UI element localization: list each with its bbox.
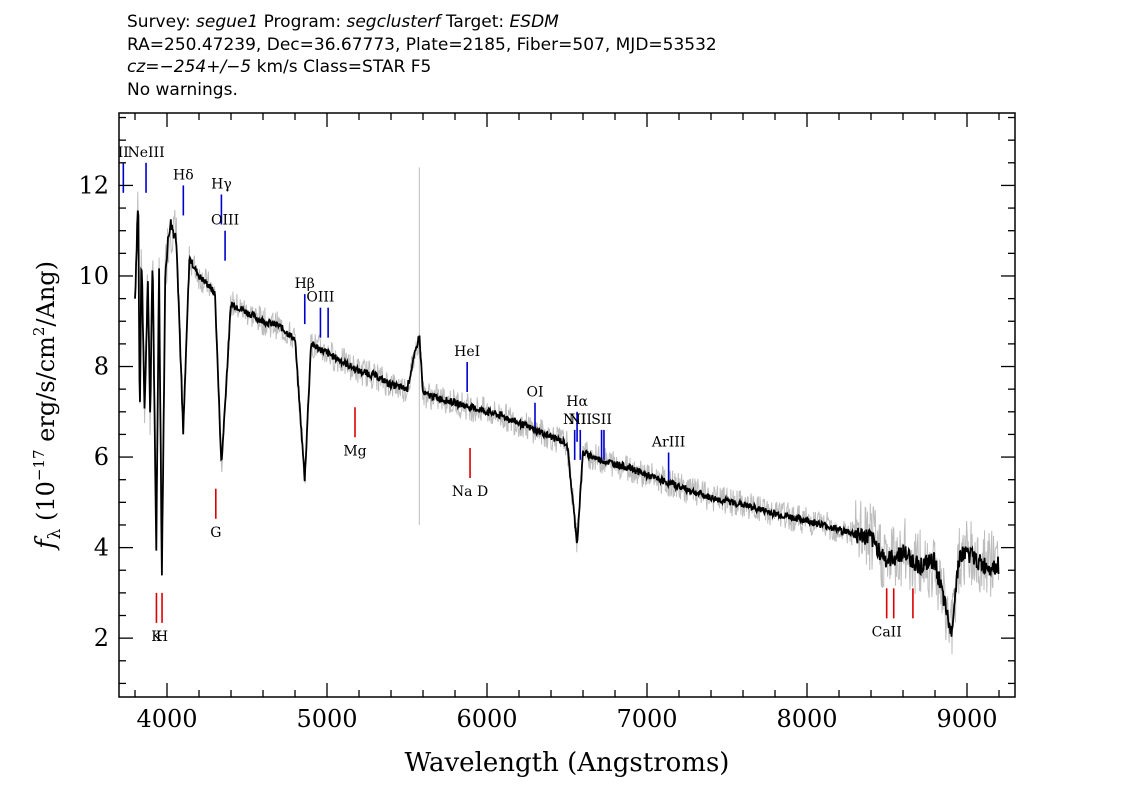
line-label-19: Mg: [343, 443, 366, 459]
line-label-9: OI: [526, 385, 543, 401]
x-tick-label-4000: 4000: [136, 705, 197, 733]
line-label-17: H: [156, 629, 168, 645]
line-label-2: Hδ: [173, 167, 194, 183]
cz-value: −254+/−5: [159, 57, 252, 77]
x-axis-label: Wavelength (Angstroms): [405, 748, 730, 778]
x-tick-label-7000: 7000: [616, 705, 677, 733]
header-line-warnings: No warnings.: [127, 79, 238, 100]
x-tick-label-6000: 6000: [456, 705, 517, 733]
line-label-13: SII: [591, 412, 612, 428]
header-line-redshift: cz=−254+/−5 km/s Class=STAR F5: [127, 56, 717, 79]
y-tick-label-2: 2: [94, 624, 109, 652]
line-label-11: Hα: [566, 394, 588, 410]
x-tick-label-8000: 8000: [776, 705, 837, 733]
header-line-coordinates: RA=250.47239, Dec=36.67773, Plate=2185, …: [127, 34, 717, 55]
line-label-5: Hβ: [295, 276, 315, 292]
line-label-18: G: [210, 525, 221, 541]
line-label-20: Na D: [452, 484, 488, 500]
axis-ticks: [119, 113, 1015, 697]
line-label-6: OIII: [306, 290, 334, 306]
class-text: Class=STAR F5: [303, 57, 432, 77]
tick-labels: 4000 5000 6000 7000 8000 9000 2 4 6 8 10 12: [78, 171, 997, 733]
x-tick-label-5000: 5000: [296, 705, 357, 733]
program-label: Program:: [263, 12, 342, 32]
line-label-21: CaII: [872, 624, 902, 640]
survey-value: segue1: [196, 12, 259, 32]
y-tick-label-6: 6: [94, 443, 109, 471]
cz-label: cz=: [127, 57, 160, 77]
line-label-1: NeIII: [127, 145, 164, 161]
y-tick-label-12: 12: [78, 171, 109, 199]
spectrum-layer: [134, 210, 1000, 637]
x-tick-label-9000: 9000: [936, 705, 997, 733]
target-value: ESDM: [509, 12, 559, 32]
noise-layer: [134, 167, 999, 655]
line-label-15: ArIII: [651, 435, 685, 451]
spectrum-series: [134, 210, 1000, 637]
line-label-10: NII: [563, 412, 586, 428]
plot-frame: [118, 112, 1016, 698]
line-label-0: II: [118, 145, 129, 161]
spectrum-header: Survey: segue1 Program: segclusterf Targ…: [127, 11, 717, 101]
target-label: Target:: [445, 12, 505, 32]
survey-label: Survey:: [127, 12, 191, 32]
program-value: segclusterf: [346, 12, 441, 32]
line-label-8: HeI: [454, 344, 480, 360]
y-axis-label: fλ (10−17 erg/s/cm2/Ang): [30, 261, 65, 551]
y-tick-label-8: 8: [94, 353, 109, 381]
y-tick-label-10: 10: [78, 262, 109, 290]
header-line-survey: Survey: segue1 Program: segclusterf Targ…: [127, 11, 717, 34]
y-tick-label-4: 4: [94, 534, 109, 562]
line-label-4: OIII: [211, 213, 239, 229]
line-label-12: NII: [569, 412, 592, 428]
line-label-3: Hγ: [211, 176, 232, 192]
line-label-16: K: [151, 629, 162, 645]
cz-unit: km/s: [256, 57, 298, 77]
